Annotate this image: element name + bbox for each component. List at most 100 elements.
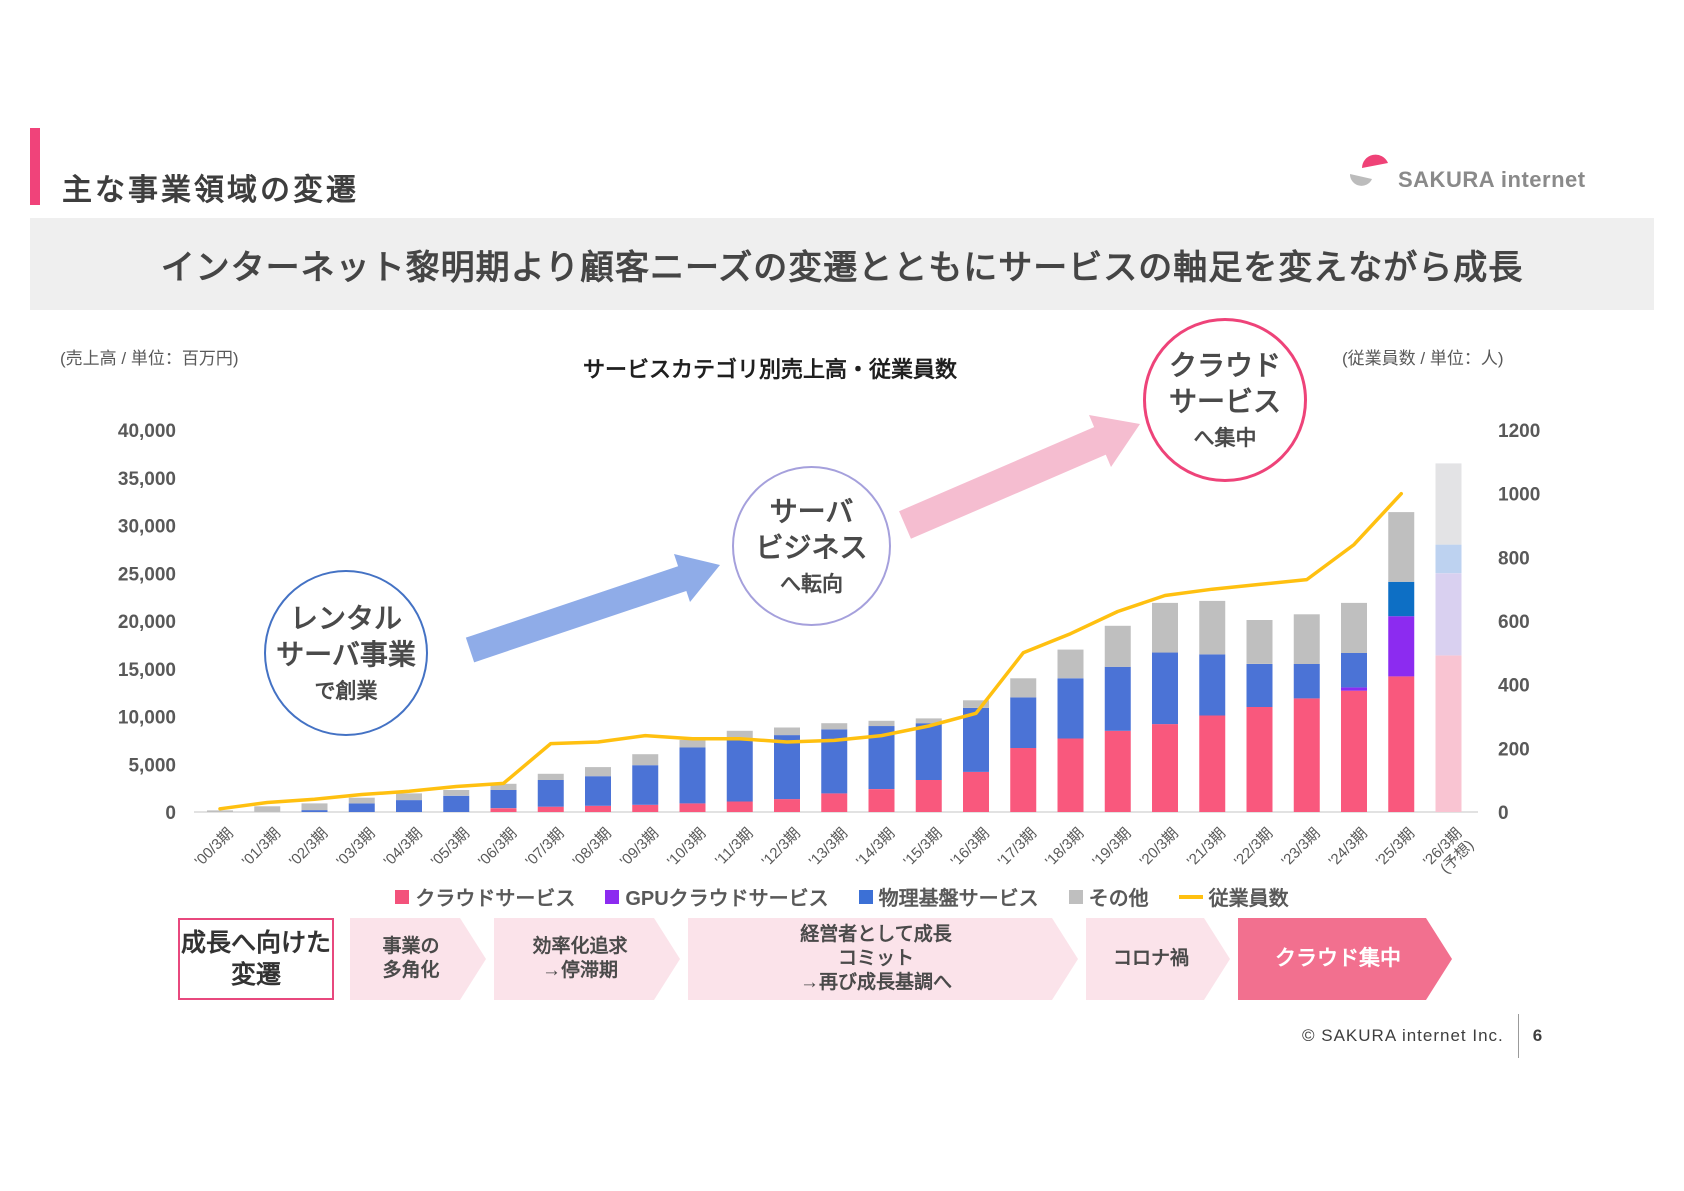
bar-segment: [868, 789, 895, 812]
bar-segment: [632, 754, 659, 766]
cloud-shift-arrow-icon: [899, 415, 1140, 539]
bar-segment: [821, 729, 848, 794]
annotation-subtext: へ集中: [1193, 427, 1257, 451]
bar-segment: [537, 773, 564, 780]
svg-text:10,000: 10,000: [118, 708, 176, 729]
annotation-subtext: で創業: [314, 680, 378, 704]
x-axis-label: '23/3期: [1278, 825, 1323, 870]
svg-text:15,000: 15,000: [118, 660, 176, 681]
x-axis-label: '26/3期(予想): [1420, 825, 1477, 882]
legend-label: GPUクラウドサービス: [625, 888, 829, 910]
svg-text:30,000: 30,000: [118, 517, 176, 538]
right-axis-unit-label: (従業員数 / 単位：人): [1342, 349, 1504, 368]
footer: © SAKURA internet Inc. 6: [1302, 1012, 1542, 1060]
bar-segment: [443, 795, 470, 812]
legend-square-swatch: [858, 889, 873, 904]
key-message-banner: インターネット黎明期より顧客ニーズの変遷とともにサービスの軸足を変えながら成長: [30, 218, 1654, 310]
svg-text:20,000: 20,000: [118, 612, 176, 633]
bar-segment: [1435, 655, 1462, 812]
x-axis-label: '02/3期: [286, 825, 331, 870]
legend-item: GPUクラウドサービス: [605, 882, 829, 911]
bar-segment: [1057, 678, 1084, 739]
x-axis-label: '24/3期: [1326, 825, 1371, 870]
footer-copyright: © SAKURA internet Inc.: [1302, 1026, 1504, 1045]
bar-segment: [1388, 616, 1415, 677]
flow-step-cloud-focus: クラウド集中: [1238, 918, 1452, 1000]
x-axis-label: '16/3期: [948, 825, 993, 870]
x-axis-label: '06/3期: [475, 825, 520, 870]
bar-segment: [1199, 715, 1226, 812]
bar-segment: [1435, 573, 1462, 656]
bar-segment: [301, 810, 328, 812]
legend-square-swatch: [395, 889, 410, 904]
bar-segment: [1246, 664, 1273, 707]
bar-segment: [490, 783, 517, 790]
x-axis-label: '07/3期: [522, 825, 567, 870]
bar-segment: [1293, 664, 1320, 699]
legend-square-swatch: [1068, 889, 1083, 904]
x-axis-label: '09/3期: [617, 825, 662, 870]
bar-segment: [915, 723, 942, 780]
x-axis-label: '03/3期: [333, 825, 378, 870]
bar-segment: [963, 700, 989, 708]
legend-square-swatch: [605, 889, 620, 904]
bar-segment: [1104, 625, 1131, 667]
svg-text:200: 200: [1498, 739, 1530, 760]
bar-segment: [585, 776, 611, 806]
server-shift-arrow-icon: [465, 554, 720, 663]
bar-segment: [821, 723, 848, 730]
bar-segment: [679, 747, 706, 804]
legend-line-swatch: [1178, 894, 1203, 899]
svg-text:40,000: 40,000: [118, 421, 176, 442]
bar-segment: [537, 806, 564, 812]
bar-segment: [1293, 698, 1320, 812]
bar-segment: [963, 707, 989, 772]
bar-segment: [1246, 707, 1273, 812]
bar-segment: [1010, 678, 1037, 698]
svg-text:0: 0: [165, 803, 176, 824]
svg-text:25,000: 25,000: [118, 564, 176, 585]
bar-segment: [1246, 620, 1273, 664]
bar-segment: [726, 740, 753, 802]
legend-item: 物理基盤サービス: [858, 882, 1039, 911]
flow-step-diversification: 事業の 多角化: [350, 918, 486, 1000]
bar-segment: [1293, 614, 1320, 664]
bar-segment: [443, 790, 470, 796]
legend-label: その他: [1088, 888, 1149, 910]
annotation-text: サーバ ビジネス: [755, 495, 868, 563]
bar-segment: [1435, 463, 1462, 545]
bar-segment: [1152, 652, 1178, 725]
x-axis-label: '14/3期: [853, 825, 898, 870]
x-axis-label: '21/3期: [1184, 825, 1229, 870]
bar-segment: [254, 806, 281, 812]
bar-segment: [1341, 687, 1367, 691]
bar-segment: [1057, 649, 1084, 679]
bar-segment: [726, 801, 753, 812]
x-axis-label: '15/3期: [900, 825, 945, 870]
bar-segment: [348, 797, 375, 804]
bar-segment: [774, 799, 800, 812]
bar-segment: [1388, 676, 1415, 812]
bar-segment: [1199, 654, 1226, 716]
left-axis-unit-label: (売上高 / 単位：百万円): [60, 349, 239, 368]
svg-text:1000: 1000: [1498, 485, 1540, 506]
x-axis-label: '25/3期: [1373, 825, 1418, 870]
bar-segment: [301, 803, 328, 811]
annotation-text: レンタル サーバ事業: [276, 602, 416, 670]
bar-segment: [963, 771, 989, 812]
bar-segment: [679, 739, 706, 748]
bar-segment: [396, 793, 422, 801]
bar-segment: [1341, 653, 1367, 688]
legend-item: クラウドサービス: [395, 882, 575, 911]
svg-text:800: 800: [1498, 548, 1530, 569]
annotation-circle-server-business: サーバ ビジネス へ転向: [732, 466, 891, 626]
legend-label: 従業員数: [1208, 888, 1289, 910]
bar-segment: [1199, 600, 1226, 655]
bar-segment: [348, 803, 375, 812]
legend-item: その他: [1068, 882, 1149, 911]
bar-segment: [396, 800, 422, 812]
bar-segment: [537, 780, 564, 807]
annotation-subtext: へ転向: [780, 573, 843, 597]
x-axis-label: '13/3期: [806, 825, 851, 870]
